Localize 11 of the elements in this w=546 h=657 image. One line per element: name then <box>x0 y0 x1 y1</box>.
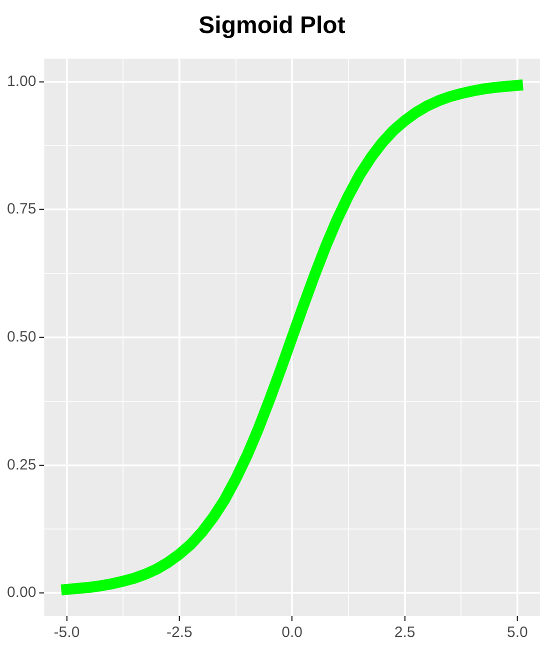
y-tick-label: 1.00 <box>6 72 36 90</box>
x-tick-label: 5.0 <box>507 624 528 642</box>
y-tick-label: 0.00 <box>6 584 36 602</box>
y-tick-label: 0.75 <box>6 200 36 218</box>
chart-title: Sigmoid Plot <box>198 12 346 40</box>
y-tick-label: 0.25 <box>6 456 36 474</box>
y-tick-label: 0.50 <box>6 328 36 346</box>
x-tick-label: 0.0 <box>282 624 303 642</box>
x-tick-label: 2.5 <box>394 624 416 642</box>
x-tick-label: -5.0 <box>54 624 80 642</box>
x-tick-label: -2.5 <box>166 624 192 642</box>
